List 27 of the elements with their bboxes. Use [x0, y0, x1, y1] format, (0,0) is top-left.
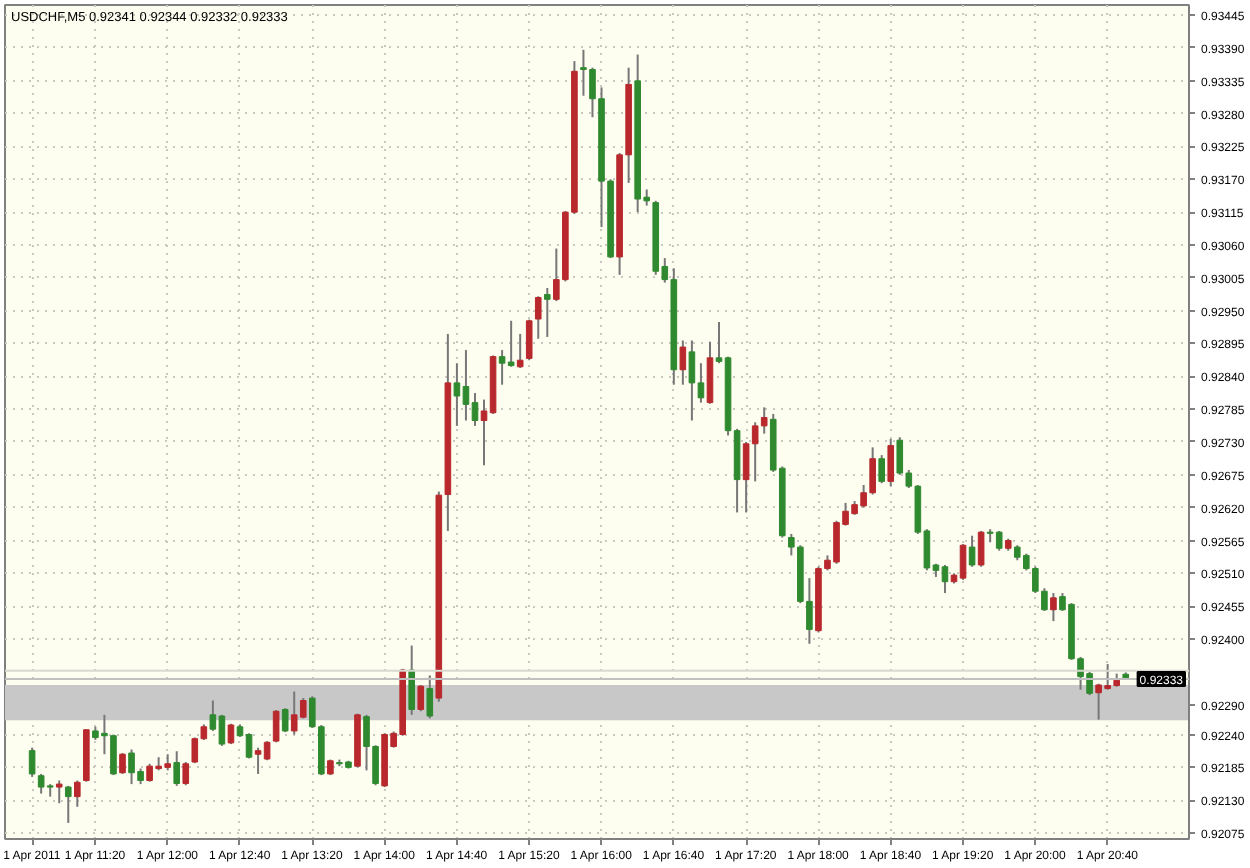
candlestick [55, 779, 63, 805]
candlestick [408, 644, 416, 716]
candlestick [28, 746, 36, 778]
candlestick [706, 340, 714, 405]
candlestick [959, 543, 967, 581]
candlestick [74, 779, 81, 808]
candlestick [272, 709, 280, 744]
candlestick [968, 534, 976, 568]
candlestick [182, 760, 190, 787]
candlestick [977, 529, 985, 568]
candlestick [878, 454, 885, 485]
candlestick [453, 362, 461, 427]
candlestick [173, 750, 181, 787]
candlestick [245, 732, 253, 760]
candlestick [64, 784, 72, 824]
candlestick [516, 332, 524, 369]
candlestick [688, 339, 696, 422]
candlestick [417, 683, 425, 713]
candlestick [525, 318, 533, 362]
candlestick [887, 438, 895, 488]
candlestick [507, 319, 515, 368]
candlestick [679, 339, 687, 386]
candlestick [534, 295, 542, 340]
candlestick [1050, 592, 1057, 623]
candlestick [426, 674, 434, 720]
candlestick [543, 286, 551, 338]
candlestick [119, 752, 126, 775]
